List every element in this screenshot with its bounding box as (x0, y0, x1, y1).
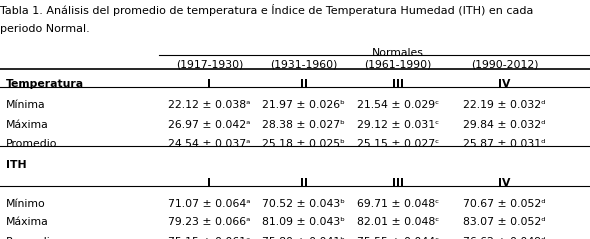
Text: (1961-1990): (1961-1990) (365, 60, 432, 70)
Text: 29.84 ± 0.032ᵈ: 29.84 ± 0.032ᵈ (463, 120, 546, 130)
Text: 26.97 ± 0.042ᵃ: 26.97 ± 0.042ᵃ (168, 120, 251, 130)
Text: 82.01 ± 0.048ᶜ: 82.01 ± 0.048ᶜ (357, 217, 440, 228)
Text: 81.09 ± 0.043ᵇ: 81.09 ± 0.043ᵇ (263, 217, 345, 228)
Text: 71.07 ± 0.064ᵃ: 71.07 ± 0.064ᵃ (168, 199, 251, 209)
Text: 22.12 ± 0.038ᵃ: 22.12 ± 0.038ᵃ (168, 100, 251, 110)
Text: Promedio: Promedio (6, 139, 57, 149)
Text: 21.97 ± 0.026ᵇ: 21.97 ± 0.026ᵇ (263, 100, 345, 110)
Text: (1931-1960): (1931-1960) (270, 60, 337, 70)
Text: II: II (300, 178, 308, 188)
Text: II: II (300, 79, 308, 89)
Text: 70.67 ± 0.052ᵈ: 70.67 ± 0.052ᵈ (463, 199, 546, 209)
Text: I: I (208, 178, 211, 188)
Text: Mínimo: Mínimo (6, 199, 45, 209)
Text: III: III (392, 79, 404, 89)
Text: IV: IV (499, 178, 510, 188)
Text: ITH: ITH (6, 160, 27, 170)
Text: 25.15 ± 0.027ᶜ: 25.15 ± 0.027ᶜ (357, 139, 440, 149)
Text: Mínima: Mínima (6, 100, 45, 110)
Text: IV: IV (499, 79, 510, 89)
Text: 29.12 ± 0.031ᶜ: 29.12 ± 0.031ᶜ (357, 120, 440, 130)
Text: 79.23 ± 0.066ᵃ: 79.23 ± 0.066ᵃ (168, 217, 251, 228)
Text: 28.38 ± 0.027ᵇ: 28.38 ± 0.027ᵇ (263, 120, 345, 130)
Text: Temperatura: Temperatura (6, 79, 84, 89)
Text: 24.54 ± 0.037ᵃ: 24.54 ± 0.037ᵃ (168, 139, 251, 149)
Text: periodo Normal.: periodo Normal. (0, 24, 90, 34)
Text: 75.55 ± 0.044ᶜ: 75.55 ± 0.044ᶜ (357, 237, 440, 239)
Text: 76.62 ± 0.049ᵈ: 76.62 ± 0.049ᵈ (463, 237, 546, 239)
Text: 70.52 ± 0.043ᵇ: 70.52 ± 0.043ᵇ (263, 199, 345, 209)
Text: (1917-1930): (1917-1930) (176, 60, 243, 70)
Text: (1990-2012): (1990-2012) (471, 60, 538, 70)
Text: 75.15 ± 0.061ᵃ: 75.15 ± 0.061ᵃ (168, 237, 251, 239)
Text: Máxima: Máxima (6, 120, 48, 130)
Text: 25.18 ± 0.025ᵇ: 25.18 ± 0.025ᵇ (263, 139, 345, 149)
Text: 21.54 ± 0.029ᶜ: 21.54 ± 0.029ᶜ (357, 100, 440, 110)
Text: Tabla 1. Análisis del promedio de temperatura e Índice de Temperatura Humedad (I: Tabla 1. Análisis del promedio de temper… (0, 4, 533, 16)
Text: 83.07 ± 0.052ᵈ: 83.07 ± 0.052ᵈ (463, 217, 546, 228)
Text: 22.19 ± 0.032ᵈ: 22.19 ± 0.032ᵈ (463, 100, 546, 110)
Text: I: I (208, 79, 211, 89)
Text: 69.71 ± 0.048ᶜ: 69.71 ± 0.048ᶜ (357, 199, 440, 209)
Text: 75.80 ± 0.041ᵇ: 75.80 ± 0.041ᵇ (263, 237, 345, 239)
Text: 25.87 ± 0.031ᵈ: 25.87 ± 0.031ᵈ (463, 139, 546, 149)
Text: Promedio: Promedio (6, 237, 57, 239)
Text: III: III (392, 178, 404, 188)
Text: Normales: Normales (372, 48, 424, 58)
Text: Máxima: Máxima (6, 217, 48, 228)
